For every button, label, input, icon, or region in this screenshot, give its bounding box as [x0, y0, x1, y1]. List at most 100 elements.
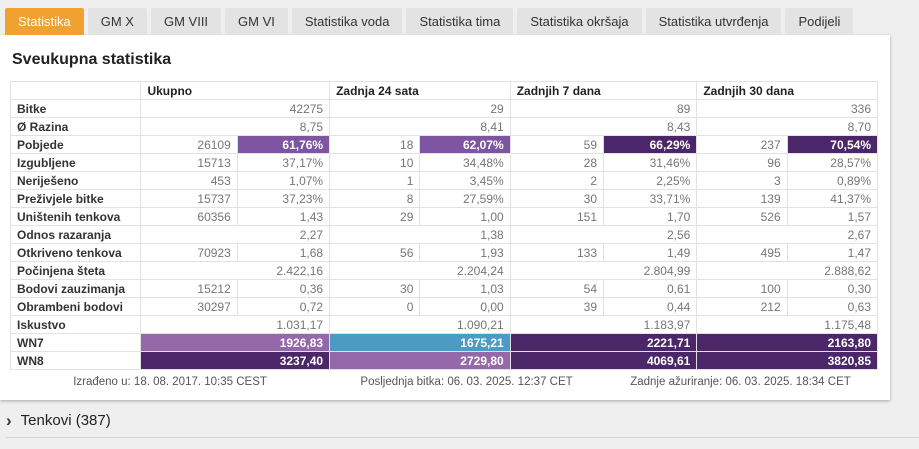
stat-count-cell: 56 [329, 243, 421, 262]
stat-count-cell: 151 [509, 207, 605, 226]
period-column-header: Zadnjih 7 dana [509, 81, 698, 100]
stat-count-cell: 8 [329, 189, 421, 208]
table-row: Odnos razaranja 2,27 1,38 2,56 2,67 [9, 225, 878, 244]
stat-ratio-cell: 1,00 [419, 207, 511, 226]
tab-statistika[interactable]: Statistika [5, 8, 84, 35]
stat-count-cell: 10 [329, 153, 421, 172]
table-row: Bodovi zauzimanja 15212 0,36 30 1,03 54 0,61 10… [9, 279, 879, 298]
stat-value-cell: 2,27 [140, 225, 331, 244]
table-row: Neriješeno 453 1,07% 1 3,45% 2 2,25% 3 0,89% [9, 171, 879, 190]
stat-count-cell: 28 [509, 153, 605, 172]
stat-ratio-cell: 1,49 [602, 243, 698, 262]
stat-ratio-cell: 1,93 [419, 243, 511, 262]
tab-statistika-okr-aja[interactable]: Statistika okršaja [517, 8, 642, 35]
stat-ratio-cell: 0,30 [786, 279, 879, 298]
stat-value-cell: 1926,83 [140, 333, 331, 352]
tab-gm-viii[interactable]: GM VIII [150, 8, 222, 35]
tab-statistika-voda[interactable]: Statistika voda [291, 8, 403, 35]
stat-count-cell: 453 [140, 171, 238, 190]
period-column-header: Ukupno [140, 81, 331, 100]
stat-count-cell: 59 [509, 135, 605, 154]
stat-value-cell: 8,43 [509, 117, 698, 136]
tab-bar: Statistika GM X GM VIII GM VI Statistika vod… [0, 0, 919, 35]
tab-podijeli[interactable]: Podijeli [785, 8, 854, 35]
statistics-panel: Sveukupna statistika Ukupno Zadnja 24 sat… [0, 35, 890, 400]
row-label: Iskustvo [9, 315, 142, 334]
stat-count-cell: 70923 [140, 243, 238, 262]
row-label-column-header [9, 81, 142, 100]
row-label: Bitke [9, 99, 142, 118]
stat-ratio-cell: 0,72 [236, 297, 331, 316]
stat-ratio-cell: 62,07% [419, 135, 511, 154]
stat-count-cell: 3 [696, 171, 788, 190]
page-title: Sveukupna statistika [12, 51, 172, 68]
stat-value-cell: 8,41 [329, 117, 511, 136]
stat-count-cell: 29 [329, 207, 421, 226]
stat-ratio-cell: 1,57 [786, 207, 879, 226]
stat-value-cell: 1.031,17 [140, 315, 331, 334]
stat-ratio-cell: 37,17% [236, 153, 331, 172]
row-label: Neriješeno [9, 171, 142, 190]
table-row: Otkriveno tenkova 70923 1,68 56 1,93 133 1,49 4… [9, 243, 879, 262]
stat-ratio-cell: 28,57% [786, 153, 879, 172]
stat-ratio-cell: 61,76% [236, 135, 331, 154]
stat-value-cell: 4069,61 [509, 351, 698, 370]
stat-ratio-cell: 1,07% [236, 171, 331, 190]
stat-value-cell: 8,75 [140, 117, 331, 136]
period-column-header: Zadnja 24 sata [329, 81, 511, 100]
stat-value-cell: 1675,21 [329, 333, 511, 352]
stat-count-cell: 526 [696, 207, 788, 226]
stat-ratio-cell: 31,46% [602, 153, 698, 172]
row-label: Preživjele bitke [9, 189, 142, 208]
stat-count-cell: 0 [329, 297, 421, 316]
row-label: Ø Razina [9, 117, 142, 136]
table-row: Preživjele bitke 15737 37,23% 8 27,59% 30 33,7… [9, 189, 879, 208]
stat-ratio-cell: 3,45% [419, 171, 511, 190]
row-label: Izgubljene [9, 153, 142, 172]
tab-gm-vi[interactable]: GM VI [225, 8, 288, 35]
stat-value-cell: 2163,80 [696, 333, 878, 352]
stat-count-cell: 495 [696, 243, 788, 262]
stat-value-cell: 2221,71 [509, 333, 698, 352]
row-label: WN7 [9, 333, 142, 352]
stat-ratio-cell: 1,47 [786, 243, 879, 262]
stat-ratio-cell: 0,00 [419, 297, 511, 316]
stat-value-cell: 1.090,21 [329, 315, 511, 334]
stat-value-cell: 2.888,62 [696, 261, 878, 280]
table-row: Uništenih tenkova 60356 1,43 29 1,00 151 1,70 5… [9, 207, 879, 226]
row-label: Odnos razaranja [9, 225, 142, 244]
overall-stats-table: Ukupno Zadnja 24 sata Zadnjih 7 dana Zadnji… [9, 81, 879, 392]
table-row: Bitke 42275 29 89 336 [9, 99, 878, 118]
stat-ratio-cell: 0,36 [236, 279, 331, 298]
stat-value-cell: 2729,80 [329, 351, 511, 370]
table-footer: Izrađeno u: 18. 08. 2017. 10:35 CEST Posl… [10, 369, 878, 392]
stat-value-cell: 29 [329, 99, 511, 118]
tanks-section-toggle[interactable]: › Tenkovi (387) [6, 412, 919, 438]
stat-ratio-cell: 70,54% [786, 135, 879, 154]
stat-count-cell: 1 [329, 171, 421, 190]
stat-value-cell: 2.804,99 [509, 261, 698, 280]
stat-count-cell: 30 [329, 279, 421, 298]
tab-statistika-utvr-enja[interactable]: Statistika utvrđenja [645, 8, 782, 35]
stat-count-cell: 139 [696, 189, 788, 208]
stat-value-cell: 1,38 [329, 225, 511, 244]
chevron-right-icon: › [6, 411, 12, 430]
stat-count-cell: 212 [696, 297, 788, 316]
table-row: Izgubljene 15713 37,17% 10 34,48% 28 31,46% 96 2… [9, 153, 879, 172]
stat-value-cell: 42275 [140, 99, 331, 118]
stat-count-cell: 60356 [140, 207, 238, 226]
stat-ratio-cell: 1,70 [602, 207, 698, 226]
tanks-section-label: Tenkovi (387) [20, 412, 111, 429]
stat-ratio-cell: 0,44 [602, 297, 698, 316]
row-label: Obrambeni bodovi [9, 297, 142, 316]
table-row: Obrambeni bodovi 30297 0,72 0 0,00 39 0,44 212 0… [9, 297, 879, 316]
stat-count-cell: 15212 [140, 279, 238, 298]
stat-ratio-cell: 0,63 [786, 297, 879, 316]
stat-value-cell: 1.183,97 [509, 315, 698, 334]
stat-ratio-cell: 0,89% [786, 171, 879, 190]
tab-gm-x[interactable]: GM X [87, 8, 147, 35]
table-row: Pobjede 26109 61,76% 18 62,07% 59 66,29% 237 70,… [9, 135, 879, 154]
table-header: Ukupno Zadnja 24 sata Zadnjih 7 dana Zadnji… [9, 81, 878, 100]
tab-statistika-tima[interactable]: Statistika tima [406, 8, 514, 35]
stat-value-cell: 3820,85 [696, 351, 878, 370]
